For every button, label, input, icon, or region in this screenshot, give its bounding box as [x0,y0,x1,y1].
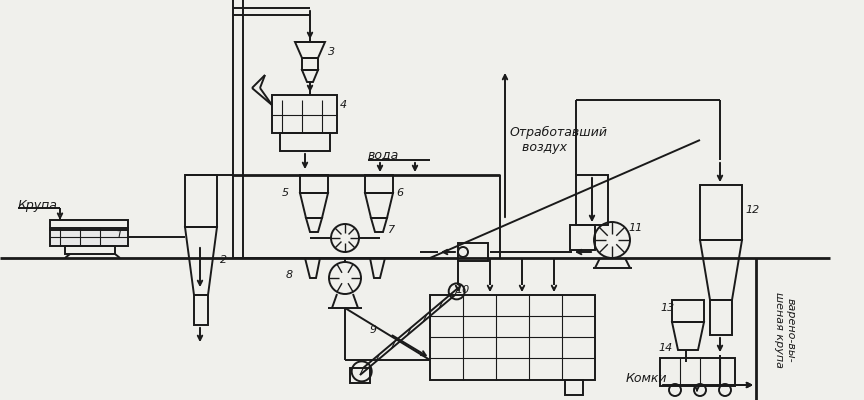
Text: Комки: Комки [626,372,668,384]
Bar [194,295,208,325]
Bar [710,300,732,335]
Text: 11: 11 [628,223,642,233]
Bar [50,228,128,246]
Text: 4: 4 [340,100,347,110]
Bar [185,175,217,227]
Bar [672,300,704,322]
Text: 2: 2 [220,255,227,265]
Bar [365,175,393,193]
Text: Отработавший
   воздух: Отработавший воздух [510,126,608,154]
Bar [50,220,128,230]
Text: 8: 8 [286,270,293,280]
Text: 5: 5 [282,188,289,198]
Text: вода: вода [368,148,399,162]
Text: 9: 9 [370,325,377,335]
Text: 1: 1 [115,230,122,240]
Bar [280,133,330,151]
Bar [458,243,488,261]
Text: 13: 13 [660,303,674,313]
Text: 6: 6 [396,188,403,198]
Text: варено-вы-
шеная крупа: варено-вы- шеная крупа [774,292,796,368]
Text: 7: 7 [388,225,395,235]
Text: Крупа: Крупа [18,198,58,212]
Bar [565,380,583,395]
Bar [570,225,595,250]
Bar [576,175,608,225]
Bar [65,246,115,254]
Bar [302,58,318,70]
Text: 10: 10 [455,285,469,295]
Bar [700,185,742,240]
Bar [430,295,595,380]
Bar [300,175,328,193]
Text: 14: 14 [658,343,672,353]
Bar [272,95,337,133]
Text: 3: 3 [328,47,335,57]
Bar [350,368,370,383]
Bar [660,358,735,386]
Text: 12: 12 [745,205,759,215]
